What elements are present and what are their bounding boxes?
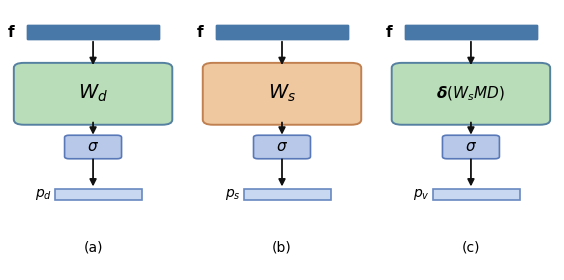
FancyBboxPatch shape bbox=[215, 25, 348, 39]
FancyBboxPatch shape bbox=[55, 189, 142, 200]
Text: $\sigma$: $\sigma$ bbox=[465, 140, 477, 154]
Text: $\sigma$: $\sigma$ bbox=[276, 140, 288, 154]
Text: $\mathbf{f}$: $\mathbf{f}$ bbox=[385, 24, 394, 40]
Text: $\boldsymbol{\delta}(\mathit{W}_s \mathit{MD})$: $\boldsymbol{\delta}(\mathit{W}_s \mathi… bbox=[437, 85, 505, 103]
FancyBboxPatch shape bbox=[391, 63, 550, 125]
Text: $\mathbf{f}$: $\mathbf{f}$ bbox=[7, 24, 16, 40]
Text: $p_v$: $p_v$ bbox=[413, 187, 430, 202]
Text: $\mathit{W}_s$: $\mathit{W}_s$ bbox=[268, 83, 296, 104]
FancyBboxPatch shape bbox=[442, 135, 500, 159]
FancyBboxPatch shape bbox=[254, 135, 310, 159]
Text: $p_s$: $p_s$ bbox=[226, 187, 241, 202]
FancyBboxPatch shape bbox=[27, 25, 159, 39]
FancyBboxPatch shape bbox=[215, 25, 348, 39]
Text: (b): (b) bbox=[272, 241, 292, 255]
Text: $\sigma$: $\sigma$ bbox=[87, 140, 99, 154]
FancyBboxPatch shape bbox=[27, 25, 159, 39]
FancyBboxPatch shape bbox=[405, 25, 537, 39]
Text: (a): (a) bbox=[83, 241, 103, 255]
Text: (c): (c) bbox=[462, 241, 480, 255]
FancyBboxPatch shape bbox=[405, 25, 537, 39]
FancyBboxPatch shape bbox=[14, 63, 173, 125]
FancyBboxPatch shape bbox=[202, 63, 361, 125]
FancyBboxPatch shape bbox=[433, 189, 520, 200]
Text: $p_d$: $p_d$ bbox=[35, 187, 52, 202]
Text: $\mathbf{f}$: $\mathbf{f}$ bbox=[196, 24, 205, 40]
FancyBboxPatch shape bbox=[244, 189, 332, 200]
Text: $\mathit{W}_d$: $\mathit{W}_d$ bbox=[78, 83, 108, 104]
FancyBboxPatch shape bbox=[64, 135, 122, 159]
